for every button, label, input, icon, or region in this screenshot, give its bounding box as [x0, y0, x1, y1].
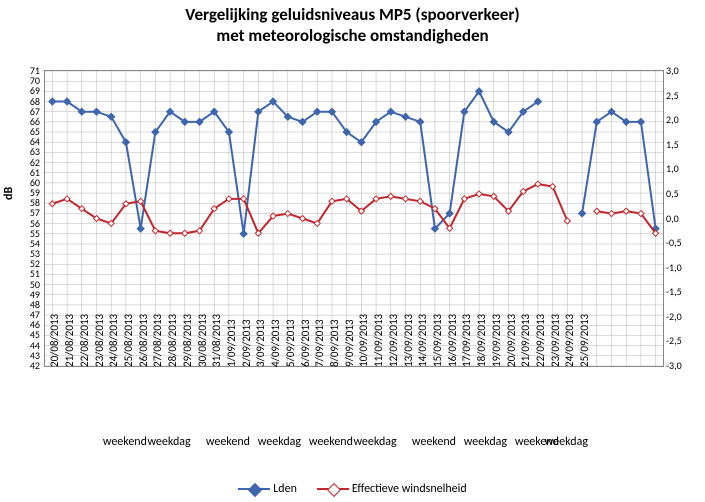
chart-container: Vergelijking geluidsniveaus MP5 (spoorve… — [0, 0, 705, 502]
x-tick-label: 12/09/2013 — [387, 314, 400, 367]
x-tick-label: 23/08/2013 — [93, 314, 106, 367]
legend-item: Lden — [238, 482, 297, 496]
x-tick-label: 21/09/2013 — [519, 314, 532, 367]
y2-tick-label: 0,0 — [666, 212, 679, 225]
x-tick-label: 10/09/2013 — [357, 314, 370, 367]
y2-tick-label: 2,0 — [666, 113, 679, 126]
x-tick-label: 18/09/2013 — [475, 314, 488, 367]
y2-axis-ticks: -3,0-2,5-2,0-1,5-1,0-0,50,00,51,01,52,02… — [666, 70, 702, 365]
x-group-label: weekdag — [544, 435, 588, 449]
x-tick-label: 7/09/2013 — [313, 319, 326, 367]
x-tick-label: 20/09/2013 — [505, 314, 518, 367]
x-group-label: weekdag — [250, 435, 309, 449]
y2-tick-label: 1,0 — [666, 162, 679, 175]
x-tick-label: 24/09/2013 — [563, 314, 576, 367]
title-line-1: Vergelijking geluidsniveaus MP5 (spoorve… — [185, 4, 519, 25]
x-tick-label: 28/08/2013 — [166, 314, 179, 367]
y1-axis-ticks: 4243444546474849505152535455565758596061… — [20, 70, 42, 365]
y2-tick-label: 3,0 — [666, 64, 679, 77]
x-group-label: weekend — [309, 435, 338, 449]
x-tick-label: 31/08/2013 — [210, 314, 223, 367]
chart-title: Vergelijking geluidsniveaus MP5 (spoorve… — [0, 0, 705, 47]
x-tick-label: 1/09/2013 — [225, 319, 238, 367]
x-group-label: weekdag — [132, 435, 206, 449]
x-tick-label: 26/08/2013 — [137, 314, 150, 367]
x-tick-label: 20/08/2013 — [48, 314, 61, 367]
legend-marker — [238, 483, 270, 495]
x-tick-label: 14/09/2013 — [416, 314, 429, 367]
y2-tick-label: -2,0 — [666, 310, 682, 323]
x-tick-label: 9/09/2013 — [343, 319, 356, 367]
y2-tick-label: 2,5 — [666, 89, 679, 102]
title-line-2: met meteorologische omstandigheden — [216, 25, 488, 46]
x-tick-label: 22/08/2013 — [78, 314, 91, 367]
x-group-label: weekend — [206, 435, 250, 449]
x-tick-label: 23/09/2013 — [549, 314, 562, 367]
x-tick-label: 22/09/2013 — [534, 314, 547, 367]
x-group-label: weekend — [515, 435, 544, 449]
x-tick-label: 8/09/2013 — [328, 319, 341, 367]
y1-axis-label: dB — [2, 187, 16, 200]
x-tick-label: 25/09/2013 — [578, 314, 591, 367]
y2-tick-label: 1,5 — [666, 138, 679, 151]
x-tick-label: 5/09/2013 — [284, 319, 297, 367]
y2-tick-label: -2,5 — [666, 334, 682, 347]
x-tick-label: 2/09/2013 — [240, 319, 253, 367]
x-group-label: weekdag — [338, 435, 412, 449]
legend-label: Lden — [273, 482, 297, 496]
x-tick-label: 29/08/2013 — [181, 314, 194, 367]
x-tick-label: 16/09/2013 — [446, 314, 459, 367]
y2-tick-label: -1,0 — [666, 261, 682, 274]
y2-tick-label: -1,5 — [666, 285, 682, 298]
x-group-label: weekdag — [456, 435, 515, 449]
x-tick-label: 21/08/2013 — [63, 314, 76, 367]
x-tick-label: 13/09/2013 — [402, 314, 415, 367]
y2-tick-label: 0,5 — [666, 187, 679, 200]
x-tick-label: 24/08/2013 — [107, 314, 120, 367]
x-group-label: weekend — [412, 435, 456, 449]
legend-item: Effectieve windsnelheid — [317, 482, 467, 496]
x-tick-label: 17/09/2013 — [460, 314, 473, 367]
x-tick-label: 19/09/2013 — [490, 314, 503, 367]
x-tick-label: 3/09/2013 — [254, 319, 267, 367]
y2-tick-label: -0,5 — [666, 236, 682, 249]
x-tick-label: 4/09/2013 — [269, 319, 282, 367]
legend-marker — [317, 483, 349, 495]
x-tick-label: 25/08/2013 — [122, 314, 135, 367]
x-tick-label: 11/09/2013 — [372, 314, 385, 367]
y2-tick-label: -3,0 — [666, 359, 682, 372]
x-tick-label: 6/09/2013 — [299, 319, 312, 367]
y1-tick-label: 71 — [20, 64, 40, 77]
x-group-label: weekend — [103, 435, 132, 449]
legend-label: Effectieve windsnelheid — [352, 482, 467, 496]
x-tick-label: 15/09/2013 — [431, 314, 444, 367]
x-tick-label: 27/08/2013 — [151, 314, 164, 367]
x-tick-label: 30/08/2013 — [196, 314, 209, 367]
legend: Lden Effectieve windsnelheid — [0, 482, 705, 499]
x-axis-groups: weekendweekdagweekendweekdagweekendweekd… — [44, 435, 662, 455]
